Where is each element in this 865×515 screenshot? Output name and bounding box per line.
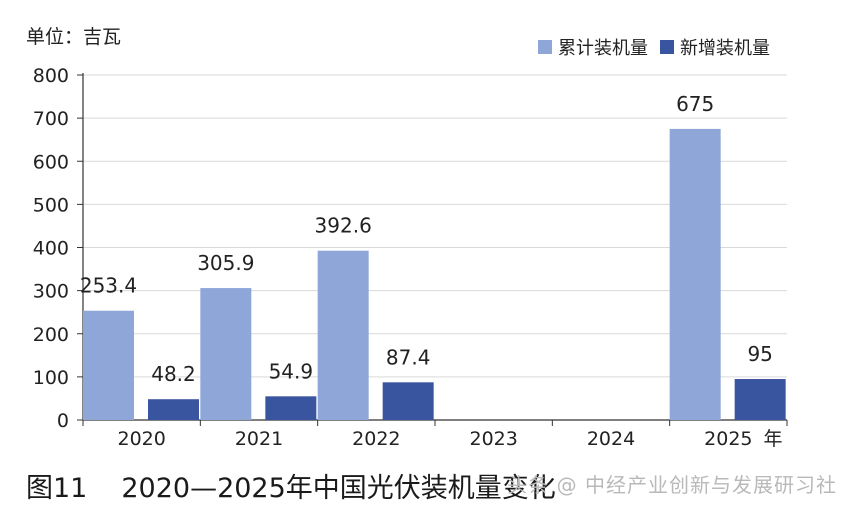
bar-cumulative xyxy=(317,250,369,420)
figure-number: 图11 xyxy=(26,473,88,504)
x-tick-label: 2024 xyxy=(587,428,635,450)
bar-new xyxy=(734,379,786,420)
bar-cumulative xyxy=(200,288,252,420)
x-tick-label: 2022 xyxy=(352,428,400,450)
y-tick-label: 100 xyxy=(33,367,69,389)
x-tick-label: 2025 xyxy=(704,428,752,450)
watermark: 头条 @ 中经产业创新与发展研习社 xyxy=(507,473,837,497)
bar-new xyxy=(382,382,434,420)
y-tick-label: 300 xyxy=(33,281,69,303)
data-label: 392.6 xyxy=(315,214,372,238)
data-label: 675 xyxy=(676,92,714,116)
bar-new xyxy=(148,399,199,420)
figure-caption: 图11 2020—2025年中国光伏装机量变化 xyxy=(26,466,556,505)
y-tick-label: 500 xyxy=(33,194,69,216)
data-label: 305.9 xyxy=(197,251,254,275)
y-tick-label: 600 xyxy=(33,151,69,173)
bar-cumulative xyxy=(669,128,721,420)
legend-label: 累计装机量 xyxy=(558,38,648,59)
bar-cumulative xyxy=(83,310,134,420)
legend-swatch xyxy=(538,40,552,54)
y-tick-label: 400 xyxy=(33,238,69,260)
data-label: 54.9 xyxy=(269,359,314,383)
legend-label: 新增装机量 xyxy=(680,38,770,59)
x-tick-label: 2020 xyxy=(117,428,165,450)
bar-chart: 0 100 200 300 400 500 600 700 800 2020 2021 2022 202… xyxy=(33,38,788,450)
x-tick-label: 2023 xyxy=(469,428,517,450)
y-tick-label: 700 xyxy=(33,108,69,130)
x-tick-label: 2021 xyxy=(235,428,283,450)
y-tick-label: 800 xyxy=(33,65,69,87)
figure-title: 2020—2025年中国光伏装机量变化 xyxy=(121,473,556,504)
data-label: 95 xyxy=(747,342,772,366)
bar-new xyxy=(265,396,317,420)
data-label: 87.4 xyxy=(386,345,431,369)
data-label: 48.2 xyxy=(151,362,196,386)
legend-swatch xyxy=(660,40,674,54)
unit-label: 单位：吉瓦 xyxy=(26,26,122,48)
y-tick-label: 200 xyxy=(33,324,69,346)
data-label: 253.4 xyxy=(80,274,137,298)
x-axis-label: 年 xyxy=(763,428,782,450)
y-tick-label: 0 xyxy=(57,410,69,432)
